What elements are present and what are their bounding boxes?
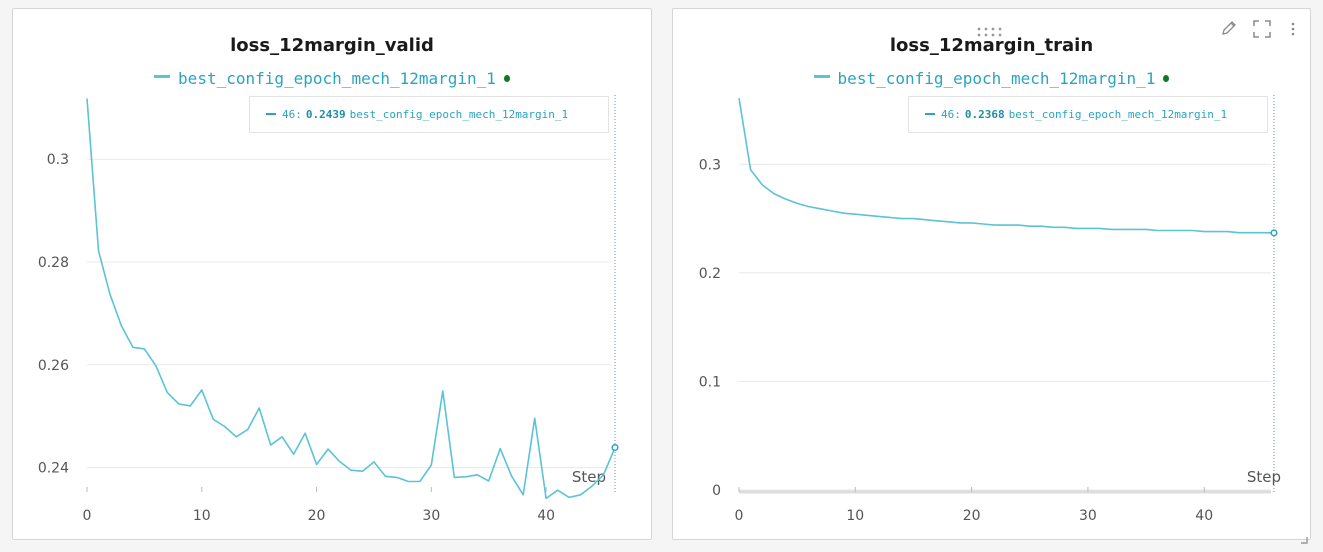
panel-toolbar [1220, 19, 1300, 39]
legend-swatch [813, 75, 830, 78]
chart-title: loss_12margin_valid [230, 35, 434, 56]
hover-point [611, 444, 619, 452]
chart-legend[interactable]: best_config_epoch_mech_12margin_1 [673, 69, 1310, 88]
x-tick-label: 10 [846, 508, 864, 524]
line-chart-train[interactable]: 0 0.1 0.2 0.3 0 10 20 30 40 Step [673, 9, 1312, 541]
legend-swatch [154, 75, 171, 78]
x-axis-label: Step [1247, 468, 1281, 486]
tooltip-step: 46: [282, 108, 302, 121]
chart-title: loss_12margin_train [889, 35, 1094, 56]
x-tick-label: 30 [422, 508, 440, 524]
x-tick-label: 30 [1079, 508, 1097, 524]
y-tick-label: 0.28 [38, 255, 69, 271]
y-tick-label: 0.1 [699, 374, 721, 390]
resize-handle-icon[interactable] [1300, 529, 1308, 544]
chart-legend[interactable]: best_config_epoch_mech_12margin_1 [13, 69, 651, 88]
tooltip-swatch [925, 113, 935, 115]
hover-tooltip: 46: 0.2439 best_config_epoch_mech_12margin… [249, 96, 609, 133]
x-tick-label: 20 [308, 508, 326, 524]
tooltip-series: best_config_epoch_mech_12margin_1 [349, 108, 569, 121]
hover-tooltip: 46: 0.2368 best_config_epoch_mech_12margin… [908, 96, 1268, 133]
y-tick-label: 0.3 [699, 157, 721, 173]
y-tick-label: 0 [712, 483, 721, 499]
fullscreen-icon[interactable] [1252, 19, 1272, 43]
run-status-dot [1163, 75, 1170, 82]
series-line [86, 98, 616, 500]
x-tick-label: 0 [83, 508, 92, 524]
chart-panel-loss-train: loss_12margin_train best_config_epoch_me… [672, 8, 1312, 544]
edit-icon[interactable] [1220, 19, 1238, 41]
hover-point [1270, 229, 1278, 237]
run-status-dot [503, 75, 510, 82]
drag-handle-icon[interactable] [976, 23, 1006, 37]
x-tick-label: 20 [963, 508, 981, 524]
x-tick-label: 0 [735, 508, 744, 524]
tooltip-step: 46: [941, 108, 961, 121]
x-tick-label: 40 [1195, 508, 1213, 524]
y-tick-label: 0.2 [699, 266, 721, 282]
x-tick-label: 10 [193, 508, 211, 524]
more-menu-icon[interactable] [1288, 19, 1298, 43]
tooltip-series: best_config_epoch_mech_12margin_1 [1008, 108, 1228, 121]
legend-label: best_config_epoch_mech_12margin_1 [178, 69, 496, 88]
tooltip-value: 0.2368 [964, 108, 1005, 121]
x-tick-label: 40 [537, 508, 555, 524]
series-line [738, 97, 1275, 234]
y-tick-label: 0.26 [38, 358, 69, 374]
tooltip-swatch [266, 113, 276, 115]
y-tick-label: 0.3 [47, 152, 69, 168]
legend-label: best_config_epoch_mech_12margin_1 [837, 69, 1156, 88]
y-tick-label: 0.24 [38, 461, 69, 477]
chart-panel-loss-valid: loss_12margin_valid best_config_epoch_me… [12, 8, 652, 540]
tooltip-value: 0.2439 [305, 108, 346, 121]
